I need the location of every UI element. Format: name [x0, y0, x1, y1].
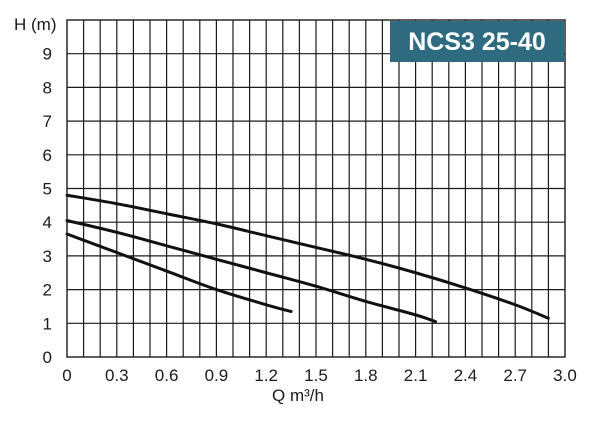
grid [67, 20, 565, 357]
curves [65, 193, 550, 324]
y-tick-label: 9 [43, 45, 52, 64]
plot-frame [66, 19, 566, 358]
speed-curve-1 [65, 232, 293, 314]
y-tick-labels: 0 1 2 3 4 5 6 7 8 9 [43, 45, 52, 367]
x-tick-label: 1.8 [354, 366, 378, 385]
speed-curve-2 [65, 219, 438, 324]
chart-title-background [390, 21, 564, 62]
x-axis-label: Q m³/h [272, 386, 324, 405]
y-tick-label: 2 [43, 281, 52, 300]
chart-title-box: NCS3 25-40 [390, 21, 564, 62]
x-tick-label: 0.6 [155, 366, 179, 385]
x-tick-label: 0.9 [205, 366, 229, 385]
x-tick-label: 1.2 [254, 366, 278, 385]
y-tick-label: 7 [43, 112, 52, 131]
x-tick-label: 2.4 [454, 366, 478, 385]
x-tick-labels: 0 0.3 0.6 0.9 1.2 1.5 1.8 2.1 2.4 2.7 3.0 [62, 366, 577, 385]
x-tick-label: 3.0 [553, 366, 577, 385]
x-tick-label: 0 [62, 366, 71, 385]
x-tick-label: 2.1 [404, 366, 428, 385]
x-tick-label: 1.5 [304, 366, 328, 385]
y-tick-label: 3 [43, 247, 52, 266]
y-tick-label: 1 [43, 314, 52, 333]
speed-curve-3 [65, 193, 550, 320]
y-tick-label: 6 [43, 146, 52, 165]
x-tick-label: 2.7 [503, 366, 527, 385]
x-tick-label: 0.3 [105, 366, 129, 385]
y-tick-label: 0 [43, 348, 52, 367]
y-tick-label: 8 [43, 78, 52, 97]
y-axis-label: H (m) [14, 15, 56, 34]
chart-title: NCS3 25-40 [408, 28, 546, 56]
y-tick-label: 4 [43, 213, 52, 232]
y-tick-label: 5 [43, 180, 52, 199]
